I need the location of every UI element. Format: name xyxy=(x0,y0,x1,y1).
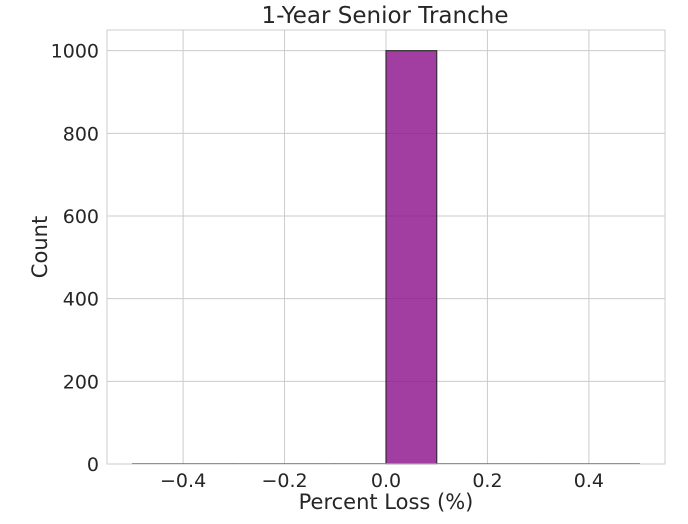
chart-title: 1-Year Senior Tranche xyxy=(262,3,509,29)
y-tick-label-4: 800 xyxy=(63,123,99,145)
y-tick-label-3: 600 xyxy=(63,206,99,228)
x-tick-label-1: −0.2 xyxy=(261,470,307,492)
histogram-bar-5 xyxy=(385,50,438,465)
y-tick-label-1: 200 xyxy=(63,371,99,393)
y-axis-ticks: 0 200 400 600 800 1000 xyxy=(51,41,99,476)
y-tick-label-0: 0 xyxy=(87,454,99,476)
histogram-bars xyxy=(132,50,640,465)
x-tick-label-2: 0.0 xyxy=(371,470,401,492)
x-tick-label-3: 0.2 xyxy=(472,470,502,492)
plot-frame xyxy=(106,29,666,465)
x-axis-ticks: −0.4 −0.2 0.0 0.2 0.4 xyxy=(160,470,604,492)
x-axis-label: Percent Loss (%) xyxy=(299,490,474,514)
y-axis-label: Count xyxy=(28,216,52,278)
y-tick-label-2: 400 xyxy=(63,289,99,311)
y-tick-label-5: 1000 xyxy=(51,41,99,63)
x-tick-label-4: 0.4 xyxy=(574,470,604,492)
x-tick-label-0: −0.4 xyxy=(160,470,206,492)
